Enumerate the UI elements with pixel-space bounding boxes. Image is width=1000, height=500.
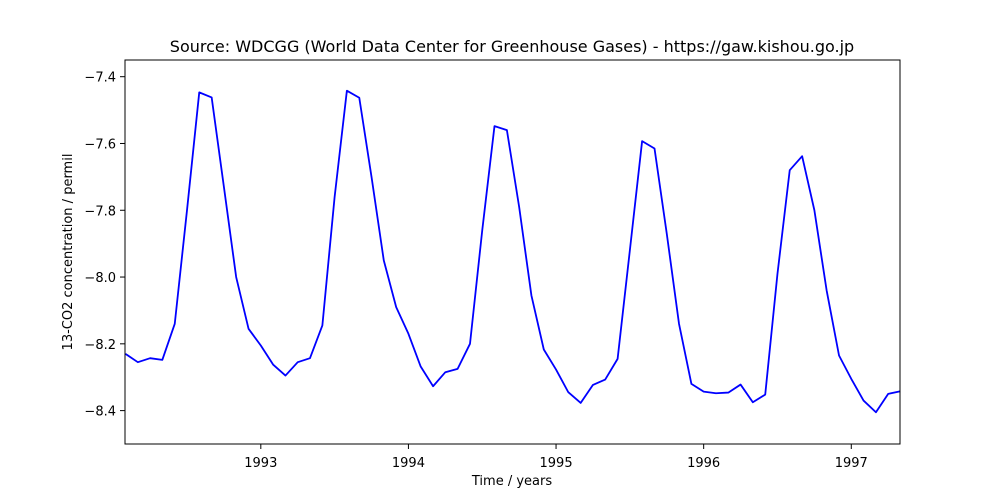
y-tick-label: −8.4 bbox=[84, 405, 116, 420]
chart-title: Source: WDCGG (World Data Center for Gre… bbox=[170, 37, 854, 56]
series-line-0 bbox=[124, 89, 901, 414]
y-tick-label: −7.8 bbox=[84, 204, 116, 219]
x-axis-label: Time / years bbox=[471, 474, 552, 489]
x-tick-label: 1993 bbox=[244, 456, 277, 471]
plot-area bbox=[124, 89, 901, 414]
y-tick-label: −7.4 bbox=[84, 71, 116, 86]
y-tick-label: −8.2 bbox=[84, 338, 116, 353]
plot-frame bbox=[124, 59, 901, 445]
x-tick-label: 1994 bbox=[392, 456, 425, 471]
y-tick-label: −7.6 bbox=[84, 137, 116, 152]
x-tick-label: 1996 bbox=[687, 456, 720, 471]
x-tick-label: 1995 bbox=[540, 456, 573, 471]
y-tick-label: −8.0 bbox=[84, 271, 116, 286]
x-tick-label: 1997 bbox=[835, 456, 868, 471]
y-axis-label: 13-CO2 concentration / permil bbox=[61, 154, 76, 351]
x-axis: 1993 1994 1995 1996 1997 bbox=[244, 444, 868, 471]
y-axis: −7.4 −7.6 −7.8 −8.0 −8.2 −8.4 bbox=[84, 71, 125, 420]
